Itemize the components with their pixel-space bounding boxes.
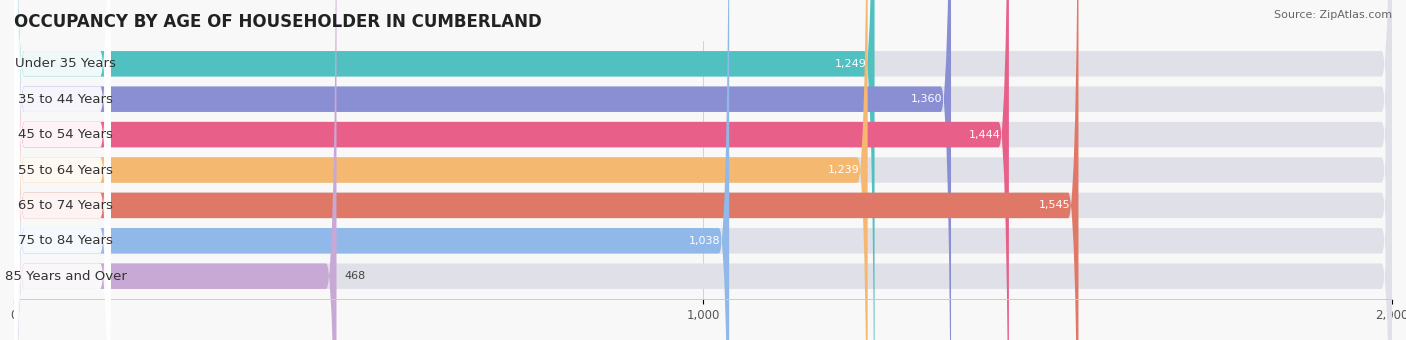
FancyBboxPatch shape [14,0,111,340]
FancyBboxPatch shape [14,0,875,340]
FancyBboxPatch shape [14,0,111,340]
Text: 468: 468 [344,271,366,281]
FancyBboxPatch shape [14,0,1392,340]
FancyBboxPatch shape [14,0,1392,340]
Text: 45 to 54 Years: 45 to 54 Years [18,128,112,141]
FancyBboxPatch shape [14,0,111,340]
Text: Under 35 Years: Under 35 Years [15,57,117,70]
Text: 1,249: 1,249 [834,59,866,69]
Text: 65 to 74 Years: 65 to 74 Years [18,199,112,212]
Text: 85 Years and Over: 85 Years and Over [4,270,127,283]
FancyBboxPatch shape [14,0,1392,340]
Text: Source: ZipAtlas.com: Source: ZipAtlas.com [1274,10,1392,20]
FancyBboxPatch shape [14,0,336,340]
FancyBboxPatch shape [14,0,111,340]
Text: 75 to 84 Years: 75 to 84 Years [18,234,112,247]
FancyBboxPatch shape [14,0,950,340]
Text: 55 to 64 Years: 55 to 64 Years [18,164,112,176]
Text: 1,360: 1,360 [911,94,943,104]
FancyBboxPatch shape [14,0,1392,340]
FancyBboxPatch shape [14,0,111,340]
Text: 1,444: 1,444 [969,130,1001,140]
FancyBboxPatch shape [14,0,111,340]
FancyBboxPatch shape [14,0,1010,340]
FancyBboxPatch shape [14,0,868,340]
FancyBboxPatch shape [14,0,730,340]
FancyBboxPatch shape [14,0,111,340]
FancyBboxPatch shape [14,0,1392,340]
Text: 1,239: 1,239 [828,165,859,175]
Text: 1,545: 1,545 [1039,200,1070,210]
Text: 1,038: 1,038 [689,236,721,246]
Text: OCCUPANCY BY AGE OF HOUSEHOLDER IN CUMBERLAND: OCCUPANCY BY AGE OF HOUSEHOLDER IN CUMBE… [14,13,541,31]
FancyBboxPatch shape [14,0,1392,340]
FancyBboxPatch shape [14,0,1392,340]
Text: 35 to 44 Years: 35 to 44 Years [18,93,112,106]
FancyBboxPatch shape [14,0,1078,340]
